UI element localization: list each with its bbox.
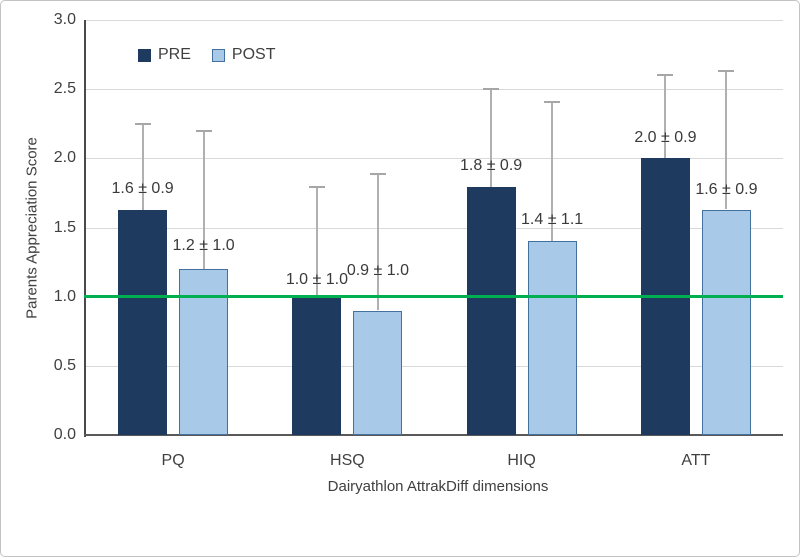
error-bar <box>315 187 318 297</box>
error-bar <box>664 75 667 159</box>
x-axis-line <box>84 434 783 436</box>
error-bar <box>376 173 379 311</box>
reference-line <box>84 295 783 299</box>
error-bar-cap <box>718 70 735 73</box>
y-tick-label: 0.5 <box>53 356 76 374</box>
bar-pre <box>466 187 516 435</box>
y-axis-line <box>84 20 86 437</box>
bar-value-label: 0.9 ± 1.0 <box>346 261 409 279</box>
bar-pre <box>292 296 342 435</box>
gridline <box>86 158 783 160</box>
error-bar-cap <box>195 129 212 132</box>
gridline <box>86 89 783 91</box>
x-category-label: HSQ <box>330 452 365 469</box>
legend-swatch-icon <box>138 48 151 62</box>
bar-value-label: 1.6 ± 0.9 <box>695 180 758 198</box>
bar-value-label: 1.4 ± 1.1 <box>521 211 584 229</box>
x-category-label: HIQ <box>507 452 536 469</box>
legend-label: POST <box>231 46 276 63</box>
bar-value-label: 1.8 ± 0.9 <box>460 157 523 175</box>
y-tick-label: 1.5 <box>53 218 76 236</box>
y-tick-label: 2.5 <box>53 80 76 98</box>
y-tick-label: 1.0 <box>53 287 76 305</box>
gridline <box>86 227 783 229</box>
error-bar <box>725 71 728 210</box>
legend-item-post: POST <box>211 46 276 63</box>
error-bar-cap <box>544 100 561 103</box>
bar-post <box>701 209 751 435</box>
bar-pre <box>118 209 168 435</box>
error-bar <box>141 123 144 210</box>
bar-post <box>527 241 577 435</box>
x-category-label: ATT <box>681 452 711 469</box>
gridline <box>86 20 783 21</box>
gridline <box>86 365 783 367</box>
y-tick-label: 2.0 <box>53 149 76 167</box>
legend-item-pre: PRE <box>138 47 191 63</box>
x-axis-title: Dairyathlon AttrakDiff dimensions <box>327 478 549 495</box>
error-bar-cap <box>369 172 386 175</box>
error-bar-cap <box>657 74 674 77</box>
legend-label: PRE <box>158 46 191 63</box>
x-category-label: PQ <box>161 452 185 469</box>
bar-value-label: 2.0 ± 0.9 <box>634 129 697 147</box>
error-bar-cap <box>483 88 500 91</box>
error-bar-cap <box>134 122 151 125</box>
bar-post <box>353 310 403 435</box>
error-bar-cap <box>308 186 325 189</box>
error-bar <box>490 89 493 188</box>
bar-post <box>179 269 229 435</box>
bar-value-label: 1.6 ± 0.9 <box>111 179 174 197</box>
y-tick-label: 0.0 <box>53 426 76 443</box>
legend-swatch-icon <box>211 48 225 62</box>
error-bar <box>202 130 205 269</box>
bar-value-label: 1.0 ± 1.0 <box>285 270 348 288</box>
error-bar <box>551 101 554 242</box>
y-tick-label: 3.0 <box>53 11 76 28</box>
legend: PRE POST <box>138 47 275 63</box>
bar-value-label: 1.2 ± 1.0 <box>172 237 235 254</box>
